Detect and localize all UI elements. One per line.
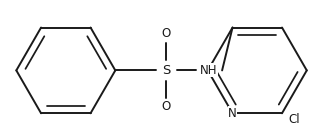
Text: Cl: Cl <box>288 113 300 126</box>
Text: N: N <box>228 107 237 120</box>
Text: O: O <box>162 27 171 40</box>
Text: S: S <box>162 64 170 77</box>
Text: NH: NH <box>200 64 218 77</box>
Text: O: O <box>162 100 171 113</box>
